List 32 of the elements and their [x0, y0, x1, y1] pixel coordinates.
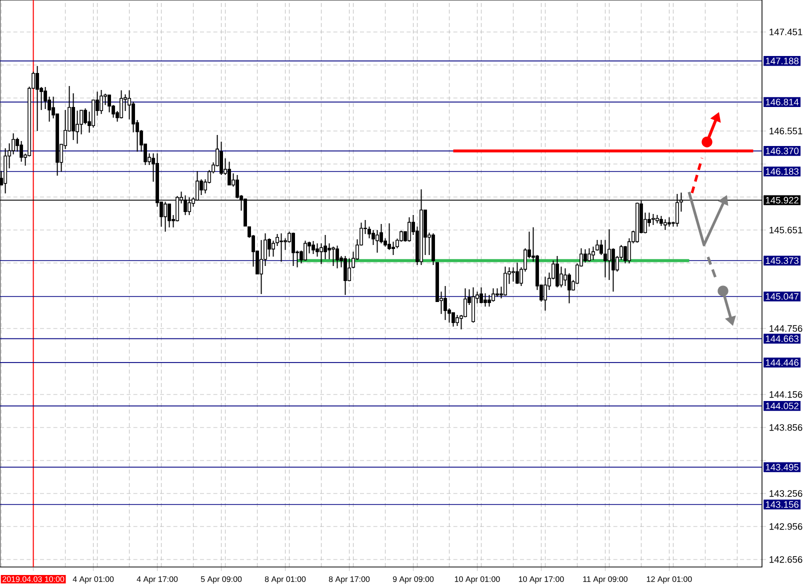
x-tick-label: 9 Apr 09:00 — [392, 576, 434, 584]
y-tick-label: 143.856 — [770, 424, 802, 431]
y-tick-label: 145.651 — [770, 226, 802, 234]
ref-line-label: 144.663 — [766, 335, 799, 342]
ref-line-label: 145.047 — [766, 293, 798, 300]
ref-line-label: 144.052 — [766, 402, 798, 410]
x-tick-label: 4 Apr 01:00 — [72, 576, 114, 584]
x-tick-label: 5 Apr 09:00 — [200, 576, 242, 584]
ref-line-label: 146.814 — [766, 98, 799, 106]
y-tick-label: 143.256 — [770, 490, 802, 497]
ref-line-label: 146.183 — [766, 168, 799, 175]
x-tick-label: 11 Apr 09:00 — [583, 576, 628, 584]
y-tick-label: 144.156 — [770, 391, 802, 398]
ref-line-label: 145.922 — [766, 196, 798, 204]
x-tick-label: 8 Apr 01:00 — [264, 576, 306, 584]
y-tick-label: 146.551 — [770, 128, 802, 134]
x-tick-label: 12 Apr 01:00 — [646, 576, 692, 584]
y-tick-label: 147.451 — [770, 28, 802, 36]
x-tick-label: 10 Apr 01:00 — [454, 576, 500, 584]
y-tick-label: 144.756 — [770, 325, 802, 332]
x-tick-label: 2019.04.03 10:00 — [2, 576, 64, 582]
ref-line-label: 143.495 — [766, 464, 799, 470]
ref-line-label: 144.446 — [766, 359, 799, 366]
x-tick-label: 10 Apr 17:00 — [518, 576, 564, 584]
ref-line-label: 145.373 — [766, 257, 799, 264]
x-tick-label: 8 Apr 17:00 — [328, 576, 370, 584]
ref-line-label: 147.188 — [766, 58, 799, 64]
y-tick-label: 142.956 — [770, 523, 802, 530]
ref-line-label: 143.156 — [766, 501, 799, 508]
y-tick-label: 142.656 — [770, 556, 802, 563]
x-tick-label: 4 Apr 17:00 — [136, 576, 178, 584]
ref-line-label: 146.370 — [766, 148, 799, 154]
